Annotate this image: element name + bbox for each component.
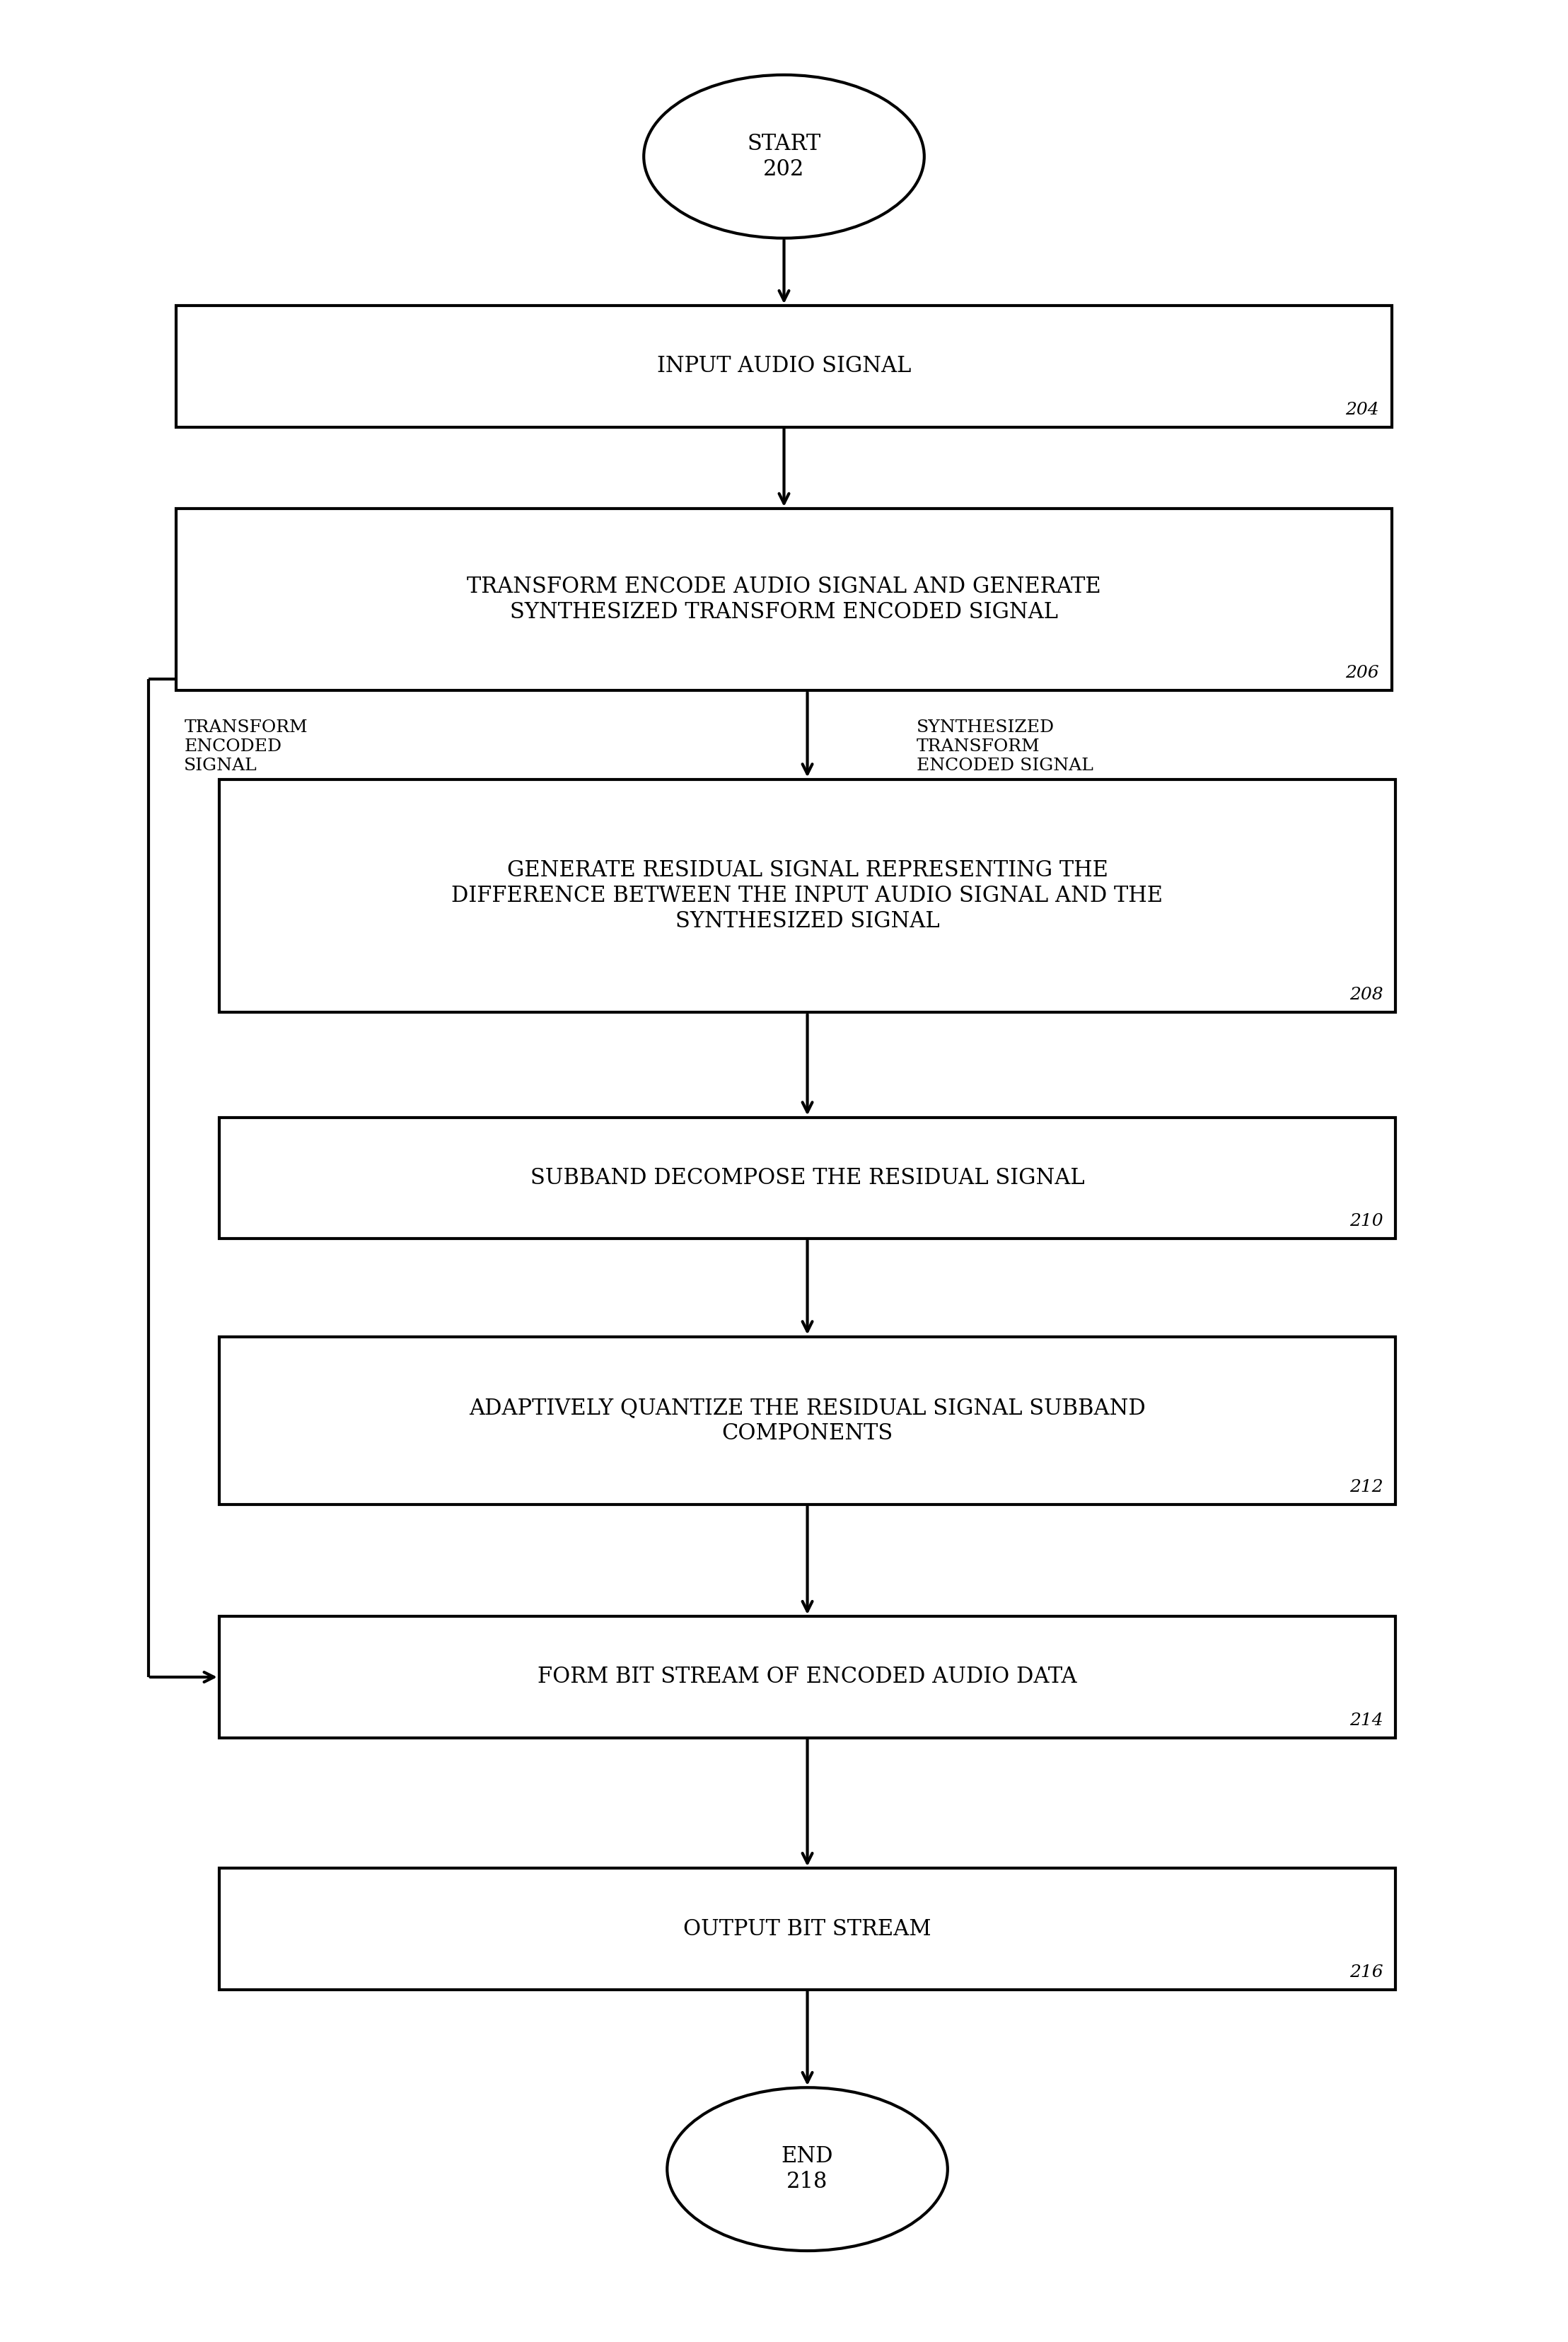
- Text: 214: 214: [1350, 1712, 1383, 1728]
- Text: SYNTHESIZED
TRANSFORM
ENCODED SIGNAL: SYNTHESIZED TRANSFORM ENCODED SIGNAL: [916, 719, 1093, 773]
- Ellipse shape: [666, 2087, 947, 2251]
- FancyBboxPatch shape: [220, 1117, 1396, 1239]
- Text: TRANSFORM ENCODE AUDIO SIGNAL AND GENERATE
SYNTHESIZED TRANSFORM ENCODED SIGNAL: TRANSFORM ENCODE AUDIO SIGNAL AND GENERA…: [467, 576, 1101, 623]
- Text: 210: 210: [1350, 1213, 1383, 1230]
- Text: 206: 206: [1345, 665, 1380, 682]
- Text: 212: 212: [1350, 1478, 1383, 1494]
- Text: ADAPTIVELY QUANTIZE THE RESIDUAL SIGNAL SUBBAND
COMPONENTS: ADAPTIVELY QUANTIZE THE RESIDUAL SIGNAL …: [469, 1396, 1146, 1445]
- Text: SUBBAND DECOMPOSE THE RESIDUAL SIGNAL: SUBBAND DECOMPOSE THE RESIDUAL SIGNAL: [530, 1166, 1085, 1190]
- Text: 204: 204: [1345, 400, 1380, 417]
- Text: START
202: START 202: [746, 133, 822, 180]
- Text: FORM BIT STREAM OF ENCODED AUDIO DATA: FORM BIT STREAM OF ENCODED AUDIO DATA: [538, 1665, 1077, 1689]
- Text: GENERATE RESIDUAL SIGNAL REPRESENTING THE
DIFFERENCE BETWEEN THE INPUT AUDIO SIG: GENERATE RESIDUAL SIGNAL REPRESENTING TH…: [452, 860, 1163, 932]
- Text: END
218: END 218: [781, 2145, 833, 2192]
- Text: 216: 216: [1350, 1965, 1383, 1981]
- FancyBboxPatch shape: [176, 307, 1392, 426]
- FancyBboxPatch shape: [220, 1337, 1396, 1504]
- Text: INPUT AUDIO SIGNAL: INPUT AUDIO SIGNAL: [657, 356, 911, 377]
- FancyBboxPatch shape: [220, 780, 1396, 1012]
- FancyBboxPatch shape: [220, 1869, 1396, 1991]
- Ellipse shape: [644, 75, 924, 239]
- Text: OUTPUT BIT STREAM: OUTPUT BIT STREAM: [684, 1918, 931, 1939]
- Text: TRANSFORM
ENCODED
SIGNAL: TRANSFORM ENCODED SIGNAL: [183, 719, 307, 773]
- Text: 208: 208: [1350, 986, 1383, 1002]
- FancyBboxPatch shape: [176, 508, 1392, 691]
- FancyBboxPatch shape: [220, 1616, 1396, 1738]
